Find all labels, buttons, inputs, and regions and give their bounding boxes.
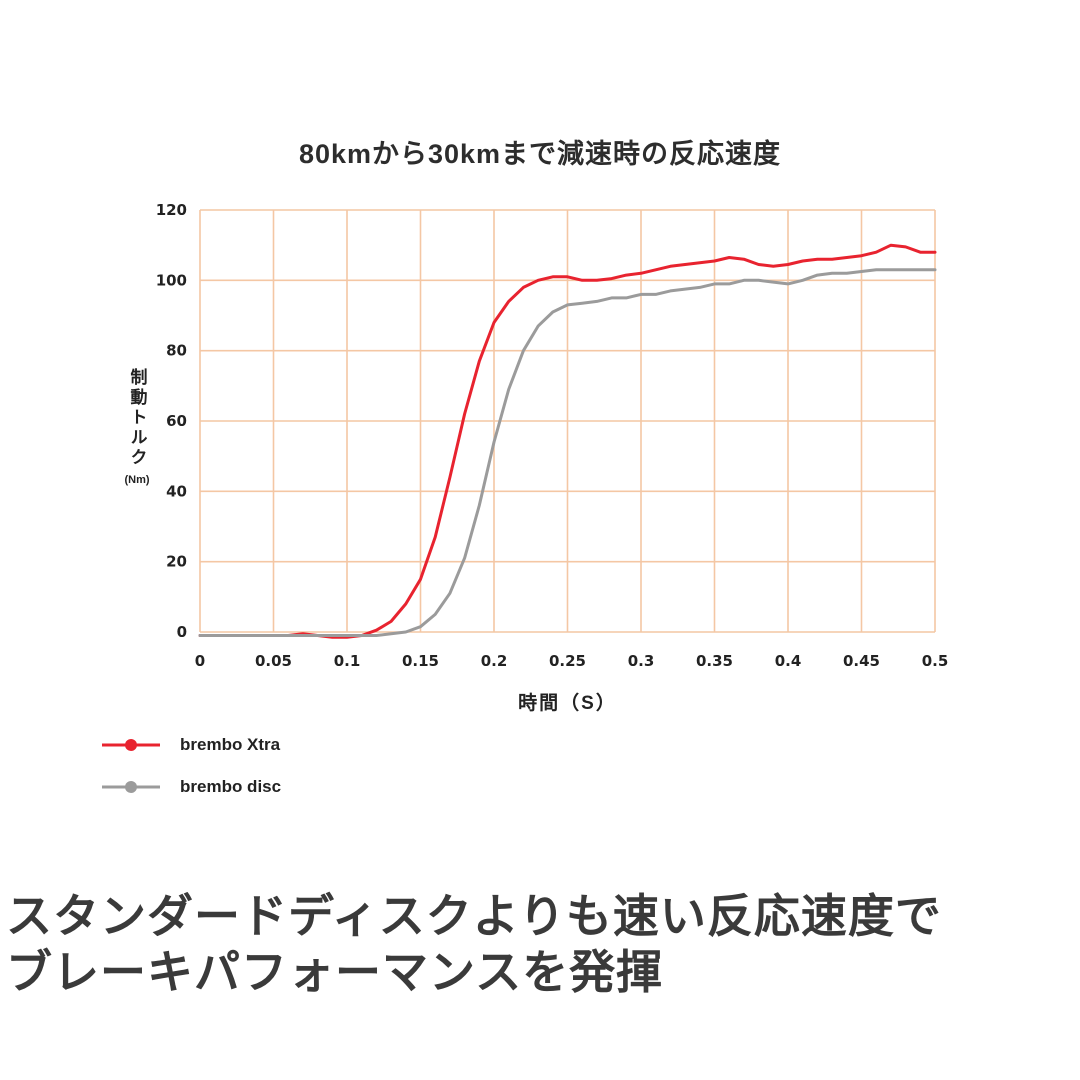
y-tick-label: 60 [166,412,187,430]
legend-line-red-icon [102,739,160,751]
x-tick-label: 0.1 [334,652,361,670]
line-chart: 0 20 40 60 80 100 120 0 0.05 0.1 0.15 0.2 0.25 0.3 0.3… [156,201,949,670]
y-axis-label: 制動トルク (Nm) [120,368,154,486]
x-tick-label: 0.5 [922,652,949,670]
x-axis-label: 時間（S） [518,693,617,714]
caption: スタンダードディスクよりも速い反応速度で ブレーキパフォーマンスを発揮 [6,888,1074,1000]
y-axis-unit: (Nm) [124,474,150,486]
y-tick-label: 0 [177,623,187,641]
x-tick-label: 0.2 [481,652,508,670]
y-axis-label-text: 制動トルク [127,368,147,468]
y-tick-label: 120 [156,201,187,219]
series-brembo-disc [198,268,937,637]
legend: brembo Xtra brembo disc [100,732,281,816]
legend-label-disc: brembo disc [180,777,282,796]
chart-title: 80kmから30kmまで減速時の反応速度 [298,139,782,169]
legend-item-disc: brembo disc [100,774,281,800]
legend-line-gray-icon [102,781,160,793]
y-tick-label: 80 [166,342,187,360]
y-tick-label: 100 [156,271,187,289]
x-tick-label: 0.3 [628,652,655,670]
x-tick-label: 0.15 [402,652,439,670]
x-tick-label: 0 [195,652,205,670]
caption-line-2: ブレーキパフォーマンスを発揮 [6,946,664,999]
x-tick-label: 0.25 [549,652,586,670]
x-tick-label: 0.35 [696,652,733,670]
y-tick-label: 20 [166,553,187,571]
x-tick-label: 0.45 [843,652,880,670]
caption-line-1: スタンダードディスクよりも速い反応速度で [6,890,942,942]
x-tick-label: 0.05 [255,652,292,670]
y-tick-label: 40 [166,482,187,500]
x-tick-label: 0.4 [775,652,802,670]
legend-label-xtra: brembo Xtra [180,735,281,754]
legend-item-xtra: brembo Xtra [100,732,281,758]
